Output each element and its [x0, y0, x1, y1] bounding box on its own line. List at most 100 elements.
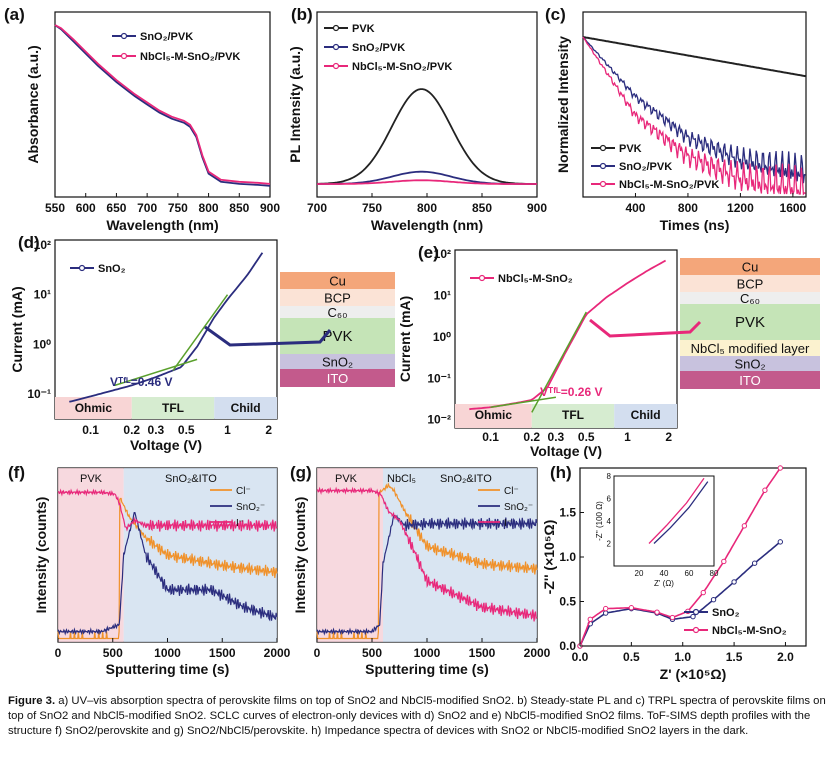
x-tick-label: 2.0 — [777, 650, 794, 664]
x-tick-label: 0.1 — [482, 430, 499, 444]
stack-e-layer — [680, 258, 820, 275]
x-axis-label: Z' (×10⁵Ω) — [660, 666, 727, 682]
x-tick-label: 1000 — [154, 646, 181, 660]
plot-frame — [54, 239, 278, 420]
x-tick-label: 0.2 — [123, 423, 140, 437]
legend-label: SnO₂/PVK — [140, 31, 193, 43]
stack-e-layer — [680, 340, 820, 356]
legend-label: NbCl₅-M-SnO₂/PVK — [619, 179, 719, 191]
stack-d-layer-label: BCP — [324, 291, 351, 306]
inset-x-tick-label: 80 — [710, 569, 719, 578]
inset-y-tick-label: 4 — [607, 517, 612, 526]
y-tick-label: 10⁻¹ — [427, 371, 451, 385]
legend-label: Cl⁻ — [236, 486, 251, 497]
fit-line — [114, 358, 198, 387]
legend-marker — [332, 43, 340, 51]
region-child — [614, 404, 677, 428]
legend-marker — [599, 162, 607, 170]
x-tick-label: 2000 — [264, 646, 291, 660]
series-line-1 — [54, 24, 271, 185]
region-tfl — [131, 397, 215, 419]
x-tick-label: 800 — [199, 201, 219, 215]
legend-label: I⁻ — [236, 518, 244, 529]
x-tick-label: 850 — [229, 201, 249, 215]
data-point — [751, 560, 758, 566]
data-point — [741, 523, 748, 529]
stack-d-layer — [280, 318, 395, 354]
x-axis-label: Sputtering time (s) — [365, 661, 489, 677]
data-point — [654, 609, 660, 615]
inset-x-tick-label: 40 — [660, 569, 669, 578]
region-label: Ohmic — [75, 401, 113, 415]
y-tick-label: 10² — [434, 247, 451, 261]
fit-line — [172, 294, 229, 371]
fit-line — [531, 311, 587, 413]
region-label: SnO₂&ITO — [440, 473, 492, 485]
series-line-0 — [579, 542, 780, 647]
x-axis-label: Wavelength (nm) — [371, 217, 483, 233]
x-tick-label: 600 — [76, 201, 96, 215]
legend-marker — [692, 626, 700, 634]
data-point — [628, 605, 635, 611]
y-tick-label: 10² — [34, 238, 51, 252]
fit-line — [490, 396, 557, 409]
y-tick-label: 1.0 — [559, 550, 576, 564]
data-point — [777, 465, 784, 471]
legend-label: SnO₂/PVK — [619, 161, 672, 173]
series-line-2 — [582, 36, 806, 197]
x-axis-label: Sputtering time (s) — [106, 661, 230, 677]
legend-label: NbCl₅-M-SnO₂ — [712, 625, 787, 637]
series-line-1 — [57, 512, 278, 636]
stack-e-layer-label: ITO — [739, 373, 760, 388]
region-label: TFL — [162, 401, 184, 415]
y-tick-label: 10¹ — [34, 288, 51, 302]
inset-series-line — [653, 481, 709, 544]
x-tick-label: 1600 — [780, 201, 807, 215]
x-tick-label: 1200 — [727, 201, 754, 215]
x-tick-label: 0.5 — [578, 430, 595, 444]
data-point — [602, 605, 609, 612]
stack-e-layer-label: Cu — [742, 260, 759, 275]
x-tick-label: 1000 — [414, 646, 441, 660]
inset-y-axis-label: -Z'' (100 Ω) — [595, 501, 604, 541]
x-tick-label: 0.1 — [82, 423, 99, 437]
series-line-2 — [316, 486, 538, 622]
panel-label: (b) — [291, 5, 313, 24]
series-line-0 — [54, 24, 271, 187]
series-line-0 — [316, 88, 537, 185]
legend-label: SnO₂ — [98, 263, 126, 275]
region-ohmic — [55, 397, 132, 419]
data-point — [721, 558, 727, 565]
x-tick-label: 2 — [665, 430, 672, 444]
data-point — [602, 610, 609, 616]
x-tick-label: 500 — [362, 646, 382, 660]
stack-d-layer — [280, 306, 395, 318]
legend-marker — [120, 32, 128, 40]
y-axis-label: -Z'' (×10⁵Ω) — [541, 520, 557, 595]
x-tick-label: 700 — [307, 201, 327, 215]
inset-y-tick-label: 6 — [607, 495, 612, 504]
data-point — [587, 616, 593, 622]
y-tick-label: 10¹ — [434, 289, 451, 303]
x-tick-label: 0.3 — [548, 430, 565, 444]
legend-label: Cl⁻ — [504, 486, 519, 497]
y-tick-label: 0.5 — [559, 595, 576, 609]
x-axis-label: Voltage (V) — [530, 443, 602, 459]
legend-label: NbCl₅-M-SnO₂/PVK — [140, 51, 240, 63]
stack-e-layer-label: BCP — [737, 277, 764, 292]
arrow-d — [204, 325, 332, 347]
inset-y-tick-label: 2 — [607, 540, 612, 549]
x-tick-label: 1 — [224, 423, 231, 437]
legend-marker — [120, 52, 128, 60]
stack-e-layer — [680, 275, 820, 292]
region-label: SnO₂&ITO — [165, 473, 217, 485]
x-tick-label: 0.3 — [148, 423, 165, 437]
stack-e-layer — [680, 356, 820, 371]
region-label: TFL — [562, 408, 584, 422]
legend-label: SnO₂⁻ — [236, 502, 265, 513]
x-tick-label: 1 — [624, 430, 631, 444]
x-tick-label: 750 — [362, 201, 382, 215]
legend-label: SnO₂⁻ — [504, 502, 533, 513]
y-axis-label: Current (mA) — [9, 286, 25, 372]
